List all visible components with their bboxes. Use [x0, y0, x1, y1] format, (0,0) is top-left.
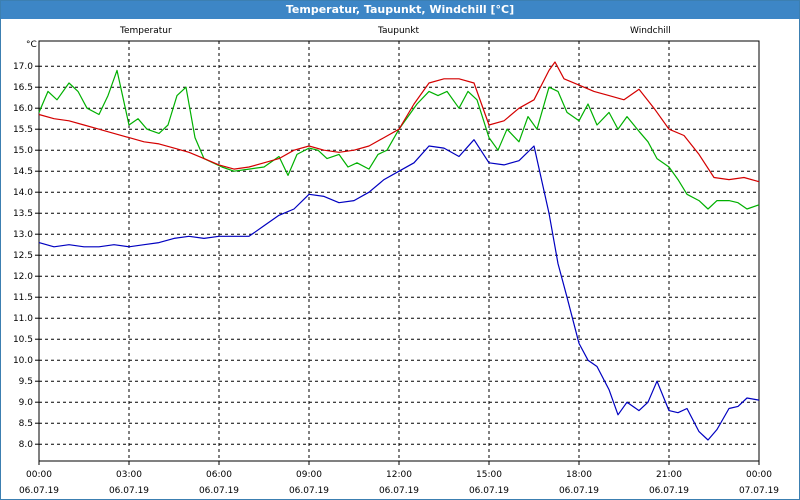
x-tick-time: 15:00 [476, 470, 502, 480]
y-tick-label: 10.5 [13, 335, 33, 345]
y-tick-label: 15.0 [13, 146, 33, 156]
x-tick-date: 06.07.19 [469, 486, 509, 496]
x-tick-time: 21:00 [656, 470, 682, 480]
y-tick-label: 16.5 [13, 83, 33, 93]
x-tick-date: 06.07.19 [559, 486, 599, 496]
legend-temperatur: Temperatur [119, 26, 172, 36]
y-tick-label: 17.0 [13, 62, 33, 72]
y-tick-label: 13.0 [13, 230, 33, 240]
x-tick-date: 06.07.19 [109, 486, 149, 496]
y-tick-label: 12.0 [13, 272, 33, 282]
x-tick-time: 00:00 [746, 470, 772, 480]
y-tick-label: 12.5 [13, 251, 33, 261]
legend-taupunkt: Taupunkt [377, 26, 420, 36]
series-line-windchill [38, 69, 760, 210]
y-axis: 8.0 8.5 9.0 9.5 10.0 10.5 11.0 11.5 12.0 12.5 13.0… [13, 62, 39, 450]
x-tick-date: 06.07.19 [19, 486, 59, 496]
x-tick-date: 06.07.19 [289, 486, 329, 496]
x-tick-time: 00:00 [26, 470, 52, 480]
y-axis-label: °C [26, 40, 37, 50]
x-tick-time: 18:00 [566, 470, 592, 480]
y-tick-label: 14.5 [13, 167, 33, 177]
x-tick-time: 03:00 [116, 470, 142, 480]
y-tick-label: 10.0 [13, 356, 33, 366]
y-tick-label: 16.0 [13, 104, 33, 114]
x-axis: 00:00 06.07.19 03:00 06.07.19 06:00 06.07.19 0… [19, 461, 779, 496]
y-tick-label: 8.0 [19, 440, 34, 450]
grid-lines [39, 41, 759, 461]
window-title: Temperatur, Taupunkt, Windchill [°C] [1, 1, 799, 19]
x-tick-date: 06.07.19 [649, 486, 689, 496]
series-line-taupunkt [38, 139, 760, 441]
x-tick-date: 06.07.19 [379, 486, 419, 496]
x-tick-time: 09:00 [296, 470, 322, 480]
y-tick-label: 11.5 [13, 293, 33, 303]
series-lines [38, 61, 760, 441]
y-tick-label: 14.0 [13, 188, 33, 198]
y-tick-label: 15.5 [13, 125, 33, 135]
y-tick-label: 9.5 [19, 377, 33, 387]
y-tick-label: 13.5 [13, 209, 33, 219]
y-tick-label: 11.0 [13, 314, 33, 324]
x-tick-date: 07.07.19 [739, 486, 779, 496]
x-tick-time: 06:00 [206, 470, 232, 480]
x-tick-date: 06.07.19 [199, 486, 239, 496]
legend-windchill: Windchill [630, 26, 671, 36]
y-tick-label: 8.5 [19, 419, 33, 429]
series-line-temperatur [38, 61, 760, 183]
x-tick-time: 12:00 [386, 470, 412, 480]
legend: Temperatur Taupunkt Windchill [119, 26, 671, 36]
y-tick-label: 9.0 [19, 398, 34, 408]
